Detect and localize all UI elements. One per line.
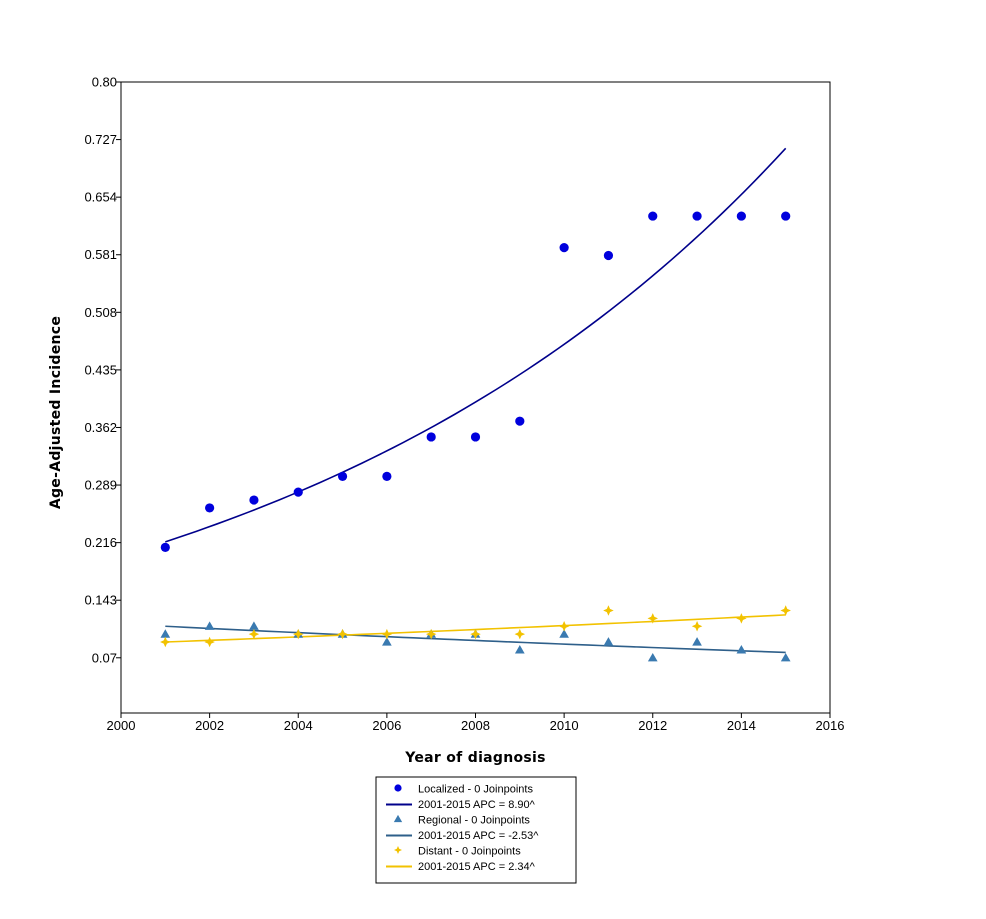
y-axis-title: Age-Adjusted Incidence [48, 316, 64, 509]
data-point [160, 629, 171, 638]
y-axis-ticks: 0.07 0.143 0.216 0.289 0.362 0.435 0.508 0.581 0… [84, 75, 121, 665]
data-point [249, 621, 259, 630]
y-tick-label: 0.216 [84, 535, 117, 550]
data-point [425, 628, 437, 640]
legend: Localized - 0 Joinpoints 2001-2015 APC = … [375, 776, 577, 884]
x-axis-ticks: 2000 2002 2004 2006 2008 2010 2012 2014 2016 [107, 713, 845, 733]
legend-fit-label: 2001-2015 APC = -2.53^ [418, 830, 539, 842]
x-tick-label: 2008 [461, 718, 490, 733]
data-point [293, 487, 303, 497]
data-point [470, 628, 481, 640]
x-tick-label: 2000 [107, 718, 136, 733]
y-tick-label: 0.143 [84, 593, 117, 608]
data-point [337, 471, 348, 481]
data-point [160, 636, 171, 648]
legend-fit-label: 2001-2015 APC = 2.34^ [418, 861, 536, 873]
data-point [515, 416, 525, 426]
fit-lines [165, 147, 787, 654]
data-markers [160, 211, 791, 662]
legend-marker [393, 814, 403, 823]
data-point [691, 620, 703, 632]
data-point [248, 628, 260, 640]
legend-marker [394, 784, 402, 792]
data-point [603, 637, 614, 646]
y-tick-label: 0.508 [84, 305, 117, 320]
y-tick-label: 0.654 [84, 190, 117, 205]
data-point [781, 211, 791, 221]
data-point [249, 495, 259, 505]
data-point [559, 629, 569, 638]
data-point [160, 542, 170, 552]
data-point [382, 471, 392, 481]
data-point [514, 645, 525, 654]
x-tick-label: 2012 [638, 718, 667, 733]
y-tick-label: 0.80 [92, 75, 117, 90]
data-point [205, 503, 215, 513]
fit-line [165, 147, 787, 543]
legend-series-label: Localized - 0 Joinpoints [418, 784, 533, 796]
y-tick-label: 0.435 [84, 362, 117, 377]
data-point [780, 652, 791, 662]
legend-marker [394, 846, 402, 854]
data-point [647, 613, 658, 624]
x-tick-label: 2010 [550, 718, 579, 733]
legend-series-label: Regional - 0 Joinpoints [418, 815, 530, 827]
data-point [293, 628, 304, 640]
data-point [470, 432, 481, 442]
y-tick-label: 0.362 [84, 420, 117, 435]
data-point [558, 620, 570, 632]
data-point [382, 637, 392, 646]
data-point [337, 628, 348, 640]
x-tick-label: 2002 [195, 718, 224, 733]
x-axis-title: Year of diagnosis [404, 750, 546, 766]
data-point [736, 645, 747, 654]
data-point [204, 621, 215, 630]
data-point [692, 637, 702, 646]
legend-series-label: Distant - 0 Joinpoints [418, 846, 521, 858]
data-point [736, 211, 746, 221]
data-point [647, 652, 658, 662]
legend-box [375, 776, 577, 884]
x-tick-label: 2014 [727, 718, 756, 733]
y-tick-label: 0.289 [84, 478, 117, 493]
data-point [692, 211, 702, 221]
y-tick-label: 0.727 [84, 132, 117, 147]
data-point [559, 243, 569, 253]
data-point [426, 432, 436, 442]
legend-fit-label: 2001-2015 APC = 8.90^ [418, 799, 536, 811]
data-point [381, 628, 393, 640]
data-point [603, 250, 614, 261]
data-point [603, 605, 614, 616]
data-point [514, 628, 526, 640]
data-point [648, 211, 658, 221]
data-point [204, 636, 215, 648]
data-point [736, 613, 747, 624]
x-tick-label: 2016 [816, 718, 845, 733]
x-tick-label: 2006 [372, 718, 401, 733]
x-tick-label: 2004 [284, 718, 313, 733]
fit-line [165, 625, 786, 654]
y-tick-label: 0.07 [92, 650, 117, 665]
data-point [780, 605, 791, 616]
y-tick-label: 0.581 [84, 247, 117, 262]
